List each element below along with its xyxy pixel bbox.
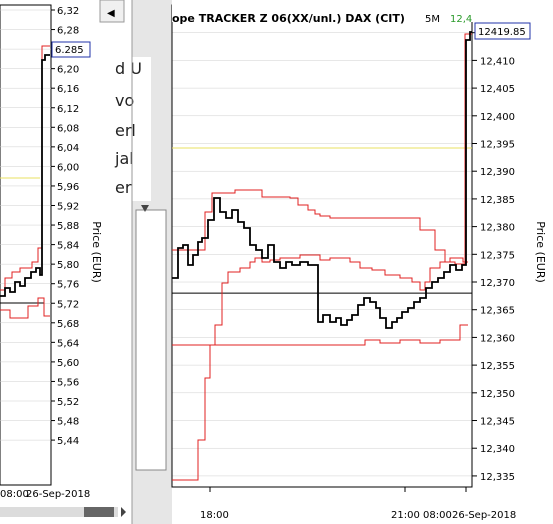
left-ylabel: Price (EUR) [90, 221, 103, 283]
left-x-label-time: 08:00 [0, 489, 29, 500]
left-y-tick-label: 5,72 [57, 299, 79, 310]
lower-envelope-line [172, 324, 468, 346]
scroll-left-button[interactable] [99, 0, 125, 23]
price-line [172, 31, 472, 329]
scroll-left-icon[interactable]: ◀ [107, 8, 115, 19]
left-chart-panel: 6,326,286,246,206,166,126,086,046,005,96… [0, 0, 132, 524]
left-y-tick-label: 6,20 [57, 65, 79, 76]
y-tick-label: 12,345 [480, 417, 515, 428]
left-y-tick-label: 5,84 [57, 241, 79, 252]
left-y-tick-label: 5,76 [57, 280, 79, 291]
left-y-tick-label: 5,60 [57, 358, 79, 369]
header-bar [172, 0, 553, 22]
left-y-tick-label: 5,92 [57, 202, 79, 213]
y-tick-label: 12,370 [480, 278, 515, 289]
y-tick-label: 12,380 [480, 223, 515, 234]
main-grid [172, 32, 472, 477]
left-y-tick-label: 5,96 [57, 182, 79, 193]
left-price-box [51, 41, 91, 58]
left-y-tick-label: 5,88 [57, 221, 79, 232]
main-price-box [474, 22, 531, 40]
left-y-tick-label: 6,00 [57, 162, 79, 173]
middle-item-1[interactable]: d U [115, 59, 142, 78]
upper-band-line [172, 254, 468, 481]
left-y-tick-label: 6,28 [57, 26, 79, 37]
main-plot-bg [172, 5, 472, 487]
y-tick-label: 12,375 [480, 250, 515, 261]
x-label-08: 08:00 [423, 510, 452, 521]
left-y-tick-label: 5,64 [57, 338, 79, 349]
x-label-date: 26-Sep-2018 [452, 510, 516, 521]
last-price-partial: 12,4 [450, 14, 472, 25]
main-chart-panel: 12,335 12,340 12,345 12,350 12,355 12,360 12,3… [171, 0, 553, 521]
middle-overlay-panel: ◀ d U vo erl jal er [99, 0, 172, 524]
y-tick-label: 12,350 [480, 389, 515, 400]
left-y-tick-label: 5,68 [57, 319, 79, 330]
y-tick-label: 12,395 [480, 140, 515, 151]
left-scroll-right-icon[interactable] [121, 507, 126, 517]
left-scrollbar-thumb[interactable] [84, 507, 114, 517]
left-y-tick-label: 5,56 [57, 377, 79, 388]
y-tick-label: 12,365 [480, 306, 515, 317]
left-plot-area [0, 4, 52, 486]
y-tick-label: 12,390 [480, 167, 515, 178]
left-y-tick-label: 6,08 [57, 123, 79, 134]
y-tick-label: 12,405 [480, 84, 515, 95]
left-price-box-text: 6.285 [55, 45, 84, 56]
y-tick-label: 12,355 [480, 361, 515, 372]
middle-lower-box [135, 209, 167, 471]
y-tick-label: 12,385 [480, 195, 515, 206]
y-tick-label: 12,340 [480, 444, 515, 455]
middle-item-4[interactable]: jal [114, 149, 134, 168]
left-y-tick-label: 6,32 [57, 6, 79, 17]
left-y-tick-label: 5,44 [57, 436, 79, 447]
y-tick-label: 12,335 [480, 472, 515, 483]
x-label-21: 21:00 [391, 510, 420, 521]
left-y-tick-label: 6,04 [57, 143, 79, 154]
middle-chevron-down-icon[interactable] [141, 205, 149, 212]
lower-band-line [172, 33, 472, 265]
interval-label[interactable]: 5M [425, 14, 440, 25]
x-label-18: 18:00 [200, 510, 229, 521]
left-lower-band [0, 297, 50, 319]
left-price-line [0, 54, 50, 297]
y-tick-label: 12,410 [480, 56, 515, 67]
middle-item-3[interactable]: erl [115, 121, 136, 140]
left-y-tick-label: 6,16 [57, 84, 79, 95]
main-price-box-text: 12419.85 [478, 27, 526, 38]
middle-item-2[interactable]: vo [115, 91, 134, 110]
main-ylabel: Price (EUR) [534, 221, 547, 283]
left-y-tick-label: 6,12 [57, 104, 79, 115]
y-tick-label: 12,360 [480, 333, 515, 344]
left-y-tick-label: 5,52 [57, 397, 79, 408]
left-y-tick-label: 5,80 [57, 260, 79, 271]
chart-title: ope TRACKER Z 06(XX/unl.) DAX (CIT) [172, 12, 405, 25]
left-y-tick-label: 5,48 [57, 417, 79, 428]
left-scrollbar-track[interactable] [0, 507, 118, 517]
y-tick-label: 12,400 [480, 112, 515, 123]
main-y-axis: 12,335 12,340 12,345 12,350 12,355 12,360 12,3… [472, 29, 515, 483]
left-x-label-date: 26-Sep-2018 [26, 489, 90, 500]
middle-item-5[interactable]: er [115, 178, 132, 197]
left-y-axis: 6,326,286,246,206,166,126,086,046,005,96… [51, 6, 79, 447]
